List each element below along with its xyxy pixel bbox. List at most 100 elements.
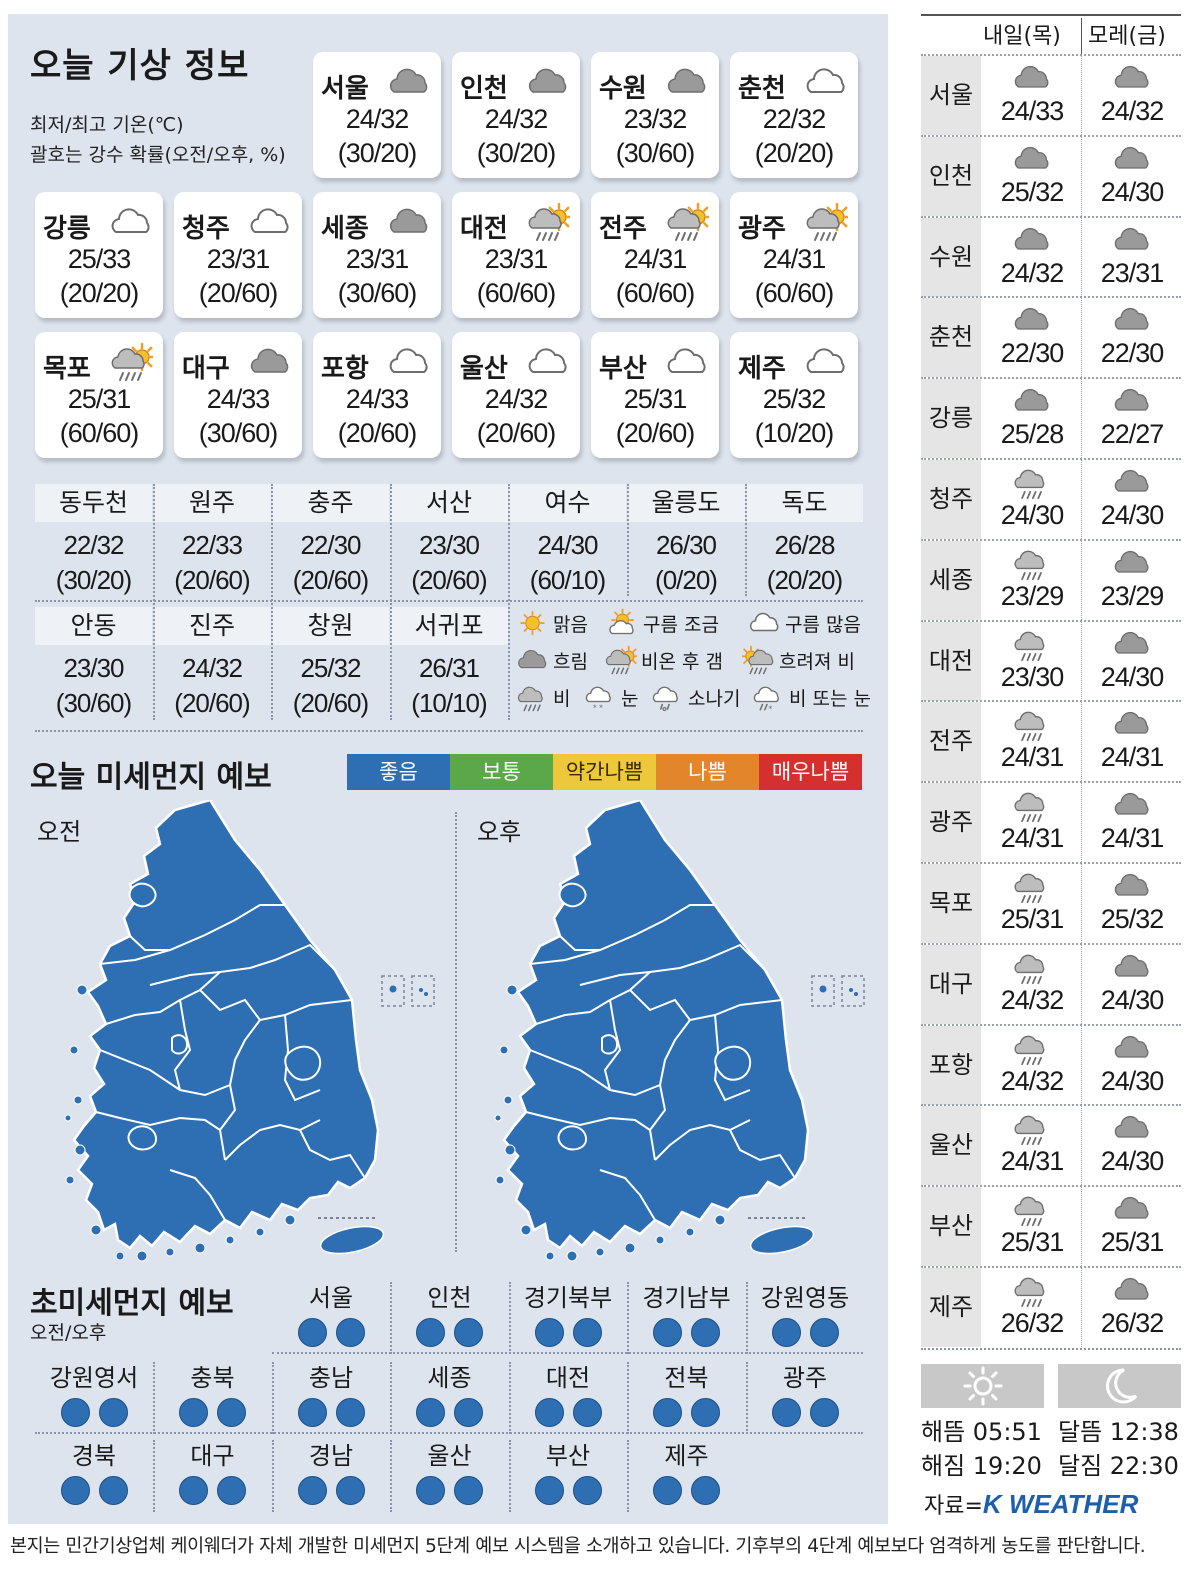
forecast-col-divider	[1081, 217, 1082, 297]
scale-very-bad: 매우나쁨	[759, 754, 862, 790]
pm25-am-dot	[60, 1476, 90, 1505]
cloudy-icon	[389, 68, 428, 93]
forecast-top-rule	[921, 14, 1181, 16]
city-name: 강릉	[43, 214, 91, 244]
forecast-city: 청주	[921, 460, 981, 539]
pm25-pm-dot	[572, 1318, 602, 1347]
forecast-icon-slot	[1083, 783, 1181, 823]
small-city-temp: 26/28	[774, 530, 835, 560]
forecast-cell-day2: 24/30	[1083, 1026, 1181, 1105]
forecast-cell-day1: 26/32	[983, 1268, 1081, 1347]
forecast-temp: 25/32	[1000, 176, 1065, 207]
forecast-icon-slot	[983, 864, 1081, 904]
forecast-row-7: 대전 23/30 24/30	[921, 619, 1181, 701]
rain-icon	[1014, 1277, 1045, 1308]
pm25-divider	[746, 1362, 748, 1434]
city-name: 대구	[182, 354, 230, 384]
pm25-region-4: 강원영동	[746, 1282, 864, 1347]
city-card-15: 제주 25/32 (10/20)	[730, 332, 858, 458]
forecast-cell-day2: 24/30	[1083, 622, 1181, 701]
forecast-cell-day2: 24/32	[1083, 56, 1181, 135]
mostly-cloudy-icon	[250, 208, 289, 233]
source-credit: 자료=K WEATHER	[924, 1488, 1138, 1520]
forecast-temp: 24/32	[1000, 1065, 1065, 1096]
rain-icon	[517, 686, 543, 712]
legend-item-5: 흐려져 비	[742, 645, 855, 675]
forecast-temp: 23/29	[1100, 580, 1165, 611]
pm25-divider	[627, 1362, 629, 1434]
precip-prob: (20/60)	[198, 278, 279, 308]
forecast-city: 울산	[921, 1106, 981, 1186]
forecast-icon-slot	[1083, 218, 1181, 258]
pm25-level-dots	[272, 1476, 390, 1505]
pm25-am-dot	[653, 1318, 682, 1347]
city-card-1: 인천 24/32 (30/20)	[452, 52, 580, 178]
pm25-divider	[509, 1362, 511, 1434]
forecast-col-divider	[1081, 944, 1082, 1024]
small-city-prob: (60/10)	[529, 565, 606, 595]
min-max-temp: 25/31	[67, 384, 132, 414]
city-name: 인천	[460, 74, 508, 104]
sun-box	[921, 1364, 1044, 1408]
city-name: 광주	[738, 214, 786, 244]
forecast-cell-day1: 25/31	[983, 1187, 1081, 1266]
min-max-temp: 23/31	[484, 244, 549, 274]
forecast-city: 부산	[921, 1187, 981, 1267]
forecast-cell-day1: 23/29	[983, 541, 1081, 620]
source-label: 자료=	[924, 1494, 983, 1519]
city-card-5: 청주 23/31 (20/60)	[174, 192, 302, 318]
mostly-cloudy-icon	[111, 208, 150, 233]
pm25-region-name: 제주	[664, 1442, 709, 1470]
cloudy-icon	[1114, 1197, 1149, 1219]
legend-label: 구름 조금	[643, 613, 719, 636]
pm25-region-13: 대구	[154, 1440, 272, 1505]
legend-item-1: 구름 조금	[606, 608, 719, 638]
precip-prob: (60/60)	[59, 418, 140, 448]
pm25-am-dot	[771, 1318, 801, 1347]
section-divider	[35, 730, 863, 732]
mostly-cloudy-icon	[389, 348, 428, 373]
precip-prob: (10/20)	[754, 418, 835, 448]
small-city-divider	[626, 484, 629, 596]
forecast-city: 대전	[921, 621, 981, 701]
precip-prob: (30/20)	[337, 138, 418, 168]
pm25-pm-dot	[691, 1398, 720, 1427]
min-max-temp: 23/31	[206, 244, 271, 274]
footer-note: 본지는 민간기상업체 케이웨더가 자체 개발한 미세먼지 5단계 예보 시스템을…	[10, 1536, 1146, 1557]
pm25-level-dots	[509, 1476, 627, 1505]
min-max-temp: 24/31	[623, 244, 688, 274]
forecast-cell-day1: 24/33	[983, 56, 1081, 135]
small-city-row-divider	[35, 600, 863, 602]
forecast-row-0: 서울 24/33 24/32	[921, 54, 1181, 135]
forecast-cell-day2: 24/31	[1083, 783, 1181, 862]
korea-map-am	[64, 800, 435, 1262]
city-card-3: 춘천 22/32 (20/20)	[730, 52, 858, 178]
pm25-level-dots	[272, 1398, 390, 1427]
forecast-cell-day1: 24/32	[983, 945, 1081, 1024]
small-city-prob: (20/20)	[766, 565, 843, 595]
small-city-divider	[745, 484, 747, 596]
small-city-8: 진주 24/32 (20/60)	[153, 607, 271, 719]
small-city-temp: 22/32	[63, 530, 124, 560]
forecast-city: 강릉	[921, 379, 981, 459]
forecast-row-4: 강릉 25/28 22/27	[921, 377, 1181, 459]
rain-then-clear-icon	[667, 202, 713, 241]
legend-label: 비온 후 갬	[641, 650, 723, 673]
city-card-9: 광주 24/31 (60/60)	[730, 192, 858, 318]
forecast-icon-slot	[983, 945, 1081, 985]
dust-level-scale: 좋음 보통 약간나쁨 나쁨 매우나쁨	[347, 754, 862, 790]
small-city-name: 원주	[153, 484, 271, 522]
forecast-city: 서울	[921, 56, 981, 135]
forecast-cell-day1: 24/30	[983, 460, 1081, 539]
forecast-row-9: 광주 24/31 24/31	[921, 781, 1181, 863]
small-city-name: 진주	[153, 607, 271, 645]
pm25-divider	[509, 1440, 511, 1512]
scale-good: 좋음	[347, 754, 450, 790]
small-city-prob: (30/20)	[55, 565, 132, 595]
forecast-temp: 24/33	[1000, 96, 1065, 126]
forecast-cell-day1: 25/32	[983, 137, 1081, 216]
forecast-icon-slot	[1083, 56, 1181, 96]
city-name: 울산	[460, 354, 508, 384]
precip-prob: (60/60)	[754, 278, 835, 308]
forecast-temp: 25/31	[1100, 1227, 1165, 1258]
